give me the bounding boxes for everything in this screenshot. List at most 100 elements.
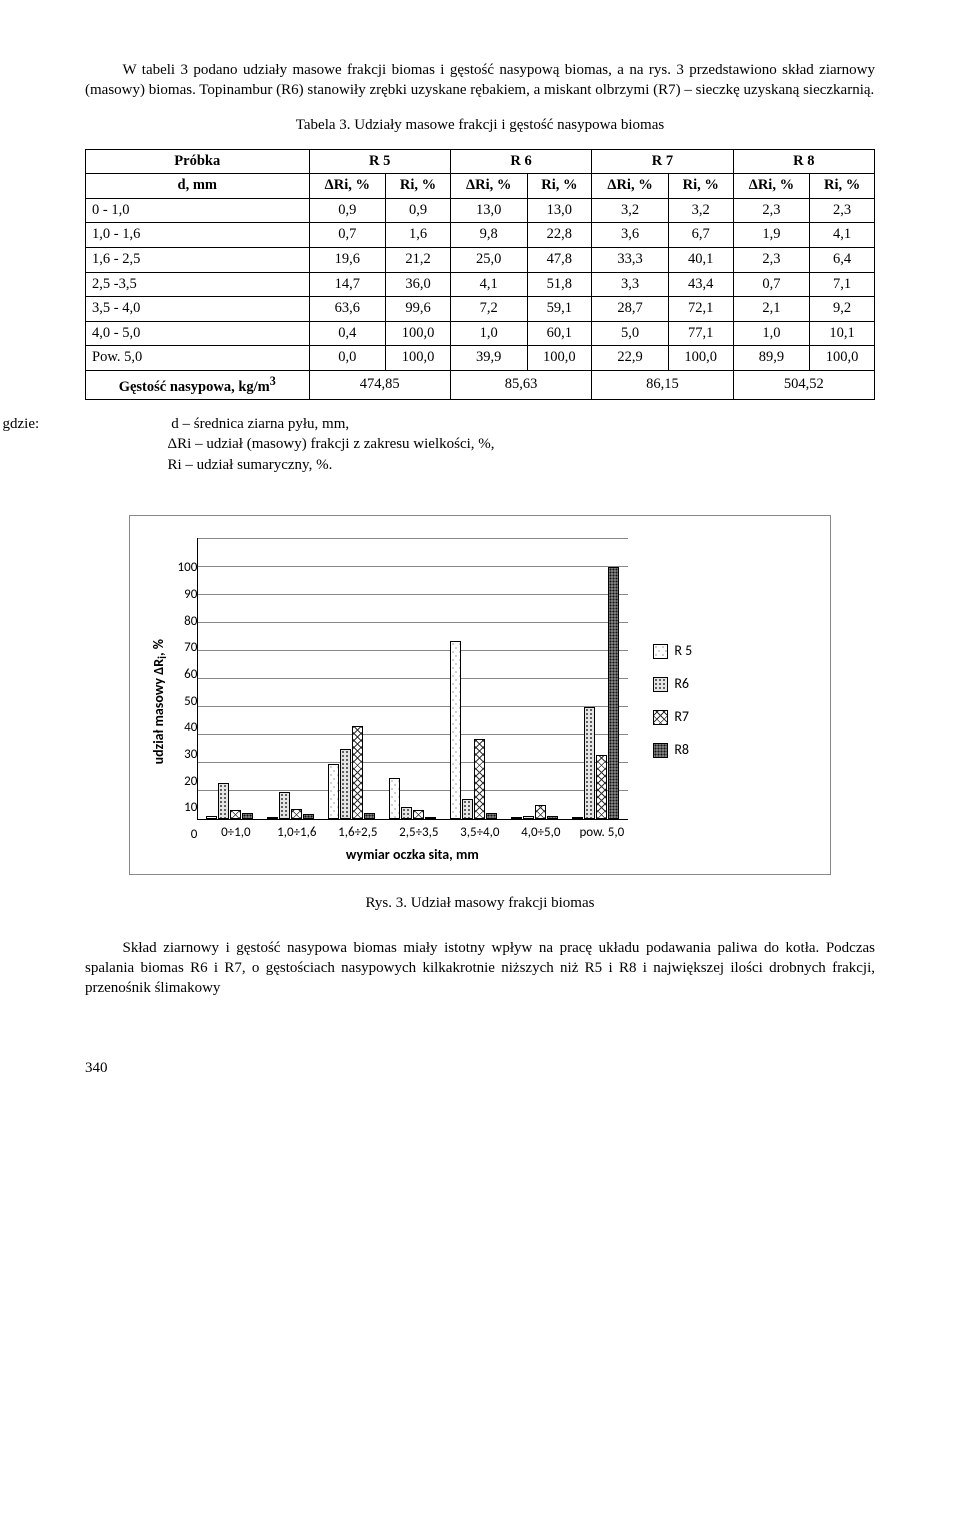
fraction-table: Próbka R 5 R 6 R 7 R 8 d, mm ΔRi, % Ri, … [85, 149, 875, 400]
cell-d: Pow. 5,0 [86, 346, 310, 371]
bar [242, 813, 253, 819]
cell-value: 9,8 [450, 223, 527, 248]
x-tick-label: 0÷1,0 [205, 824, 266, 842]
bar [206, 816, 217, 819]
bar-group [511, 805, 558, 819]
chart-legend: R 5R6R7R8 [653, 538, 692, 864]
grid-line [198, 538, 628, 539]
cell-value: 3,3 [592, 272, 669, 297]
th-r8: R 8 [733, 149, 874, 174]
cell-d: 1,0 - 1,6 [86, 223, 310, 248]
chart-y-axis-title: udział masowy ΔRi, % [150, 639, 172, 764]
bar-group [206, 783, 253, 819]
bar [572, 817, 583, 819]
cell-value: 99,6 [386, 297, 451, 322]
cell-value: 51,8 [527, 272, 592, 297]
cell-value: 9,2 [810, 297, 875, 322]
cell-value: 4,1 [810, 223, 875, 248]
th-dmm: d, mm [86, 174, 310, 199]
cell-value: 0,7 [733, 272, 810, 297]
grid-line [198, 566, 628, 567]
cell-value: 22,9 [592, 346, 669, 371]
legend-swatch [653, 677, 668, 692]
outro-paragraph: Skład ziarnowy i gęstość nasypowa biomas… [85, 938, 875, 999]
bar [389, 778, 400, 819]
chart-legend-item: R6 [653, 675, 692, 694]
cell-value: 2,1 [733, 297, 810, 322]
th-r7: R 7 [592, 149, 733, 174]
bar-group [572, 567, 619, 819]
y-tick-label: 40 [178, 721, 198, 734]
page-number: 340 [85, 1058, 875, 1078]
grid-line [198, 706, 628, 707]
th-sub: ΔRi, % [592, 174, 669, 199]
th-r6: R 6 [450, 149, 591, 174]
x-tick-label: 1,0÷1,6 [266, 824, 327, 842]
bar [425, 817, 436, 819]
legend-swatch [653, 710, 668, 725]
y-tick-label: 80 [178, 615, 198, 628]
chart-x-axis-title: wymiar oczka sita, mm [197, 846, 627, 865]
cell-value: 6,4 [810, 248, 875, 273]
x-tick-label: pow. 5,0 [571, 824, 632, 842]
cell-value: 0,0 [309, 346, 386, 371]
cell-density-value: 504,52 [733, 370, 874, 399]
bar [218, 783, 229, 819]
y-tick-label: 90 [178, 588, 198, 601]
bar [462, 799, 473, 819]
cell-value: 0,9 [386, 198, 451, 223]
cell-value: 1,0 [450, 321, 527, 346]
y-tick-label: 10 [178, 801, 198, 814]
cell-d: 1,6 - 2,5 [86, 248, 310, 273]
cell-value: 1,6 [386, 223, 451, 248]
cell-value: 39,9 [450, 346, 527, 371]
bar [340, 749, 351, 819]
cell-value: 22,8 [527, 223, 592, 248]
cell-value: 2,3 [810, 198, 875, 223]
th-sub: ΔRi, % [309, 174, 386, 199]
legend-label: R6 [674, 675, 689, 694]
th-sub: Ri, % [668, 174, 733, 199]
table-row: 4,0 - 5,00,4100,01,060,15,077,11,010,1 [86, 321, 875, 346]
legend-swatch [653, 644, 668, 659]
chart-plot-area [197, 538, 628, 820]
legend-line-3: Ri – udział sumaryczny, %. [85, 455, 875, 475]
cell-d: 2,5 -3,5 [86, 272, 310, 297]
bar [303, 814, 314, 819]
x-tick-label: 4,0÷5,0 [510, 824, 571, 842]
bar-group [450, 641, 497, 819]
legend-line-1: d – średnica ziarna pyłu, mm, [171, 416, 349, 432]
chart-y-ticks: 1009080706050403020100 [178, 561, 198, 841]
bar [364, 813, 375, 819]
y-tick-label: 50 [178, 695, 198, 708]
cell-value: 100,0 [810, 346, 875, 371]
cell-value: 100,0 [527, 346, 592, 371]
bar [608, 567, 619, 819]
cell-value: 3,2 [668, 198, 733, 223]
bar [401, 807, 412, 818]
cell-density-value: 86,15 [592, 370, 733, 399]
th-sub: Ri, % [386, 174, 451, 199]
chart-legend-item: R7 [653, 708, 692, 727]
th-sub: ΔRi, % [733, 174, 810, 199]
cell-density-value: 474,85 [309, 370, 450, 399]
cell-value: 13,0 [527, 198, 592, 223]
cell-density-label: Gęstość nasypowa, kg/m3 [86, 370, 310, 399]
cell-value: 100,0 [668, 346, 733, 371]
th-sample: Próbka [86, 149, 310, 174]
cell-value: 1,9 [733, 223, 810, 248]
legend-label: R 5 [674, 642, 692, 661]
cell-value: 100,0 [386, 346, 451, 371]
th-r5: R 5 [309, 149, 450, 174]
grid-line [198, 678, 628, 679]
bar [474, 739, 485, 819]
table-row: 0 - 1,00,90,913,013,03,23,22,32,3 [86, 198, 875, 223]
bar [596, 755, 607, 819]
cell-value: 14,7 [309, 272, 386, 297]
cell-value: 0,4 [309, 321, 386, 346]
legend-swatch [653, 743, 668, 758]
table-row: 1,0 - 1,60,71,69,822,83,66,71,94,1 [86, 223, 875, 248]
bar [450, 641, 461, 819]
cell-value: 5,0 [592, 321, 669, 346]
grid-line [198, 650, 628, 651]
